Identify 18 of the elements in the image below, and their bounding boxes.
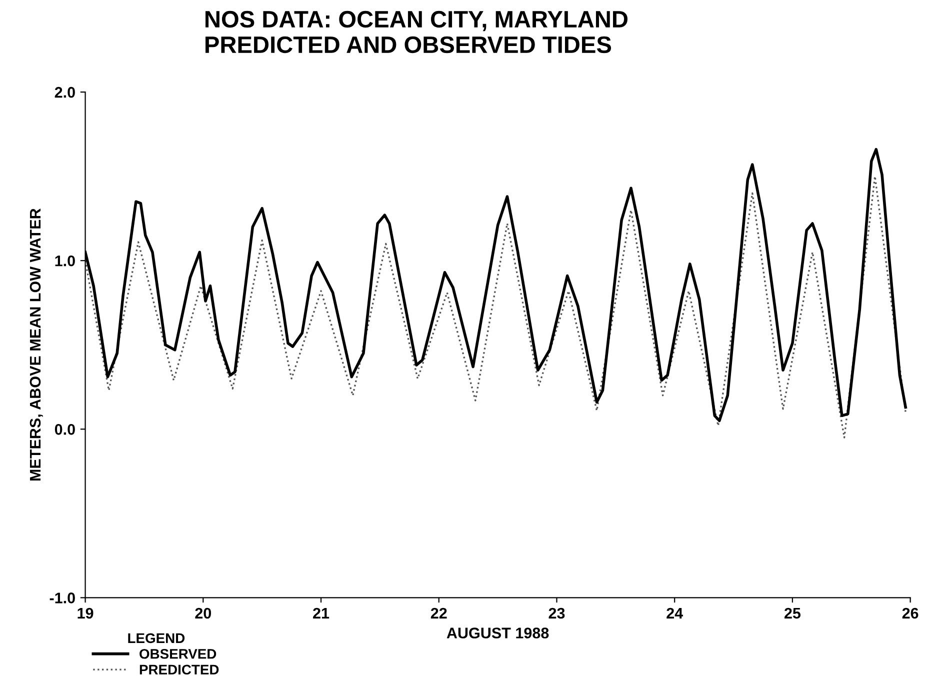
x-tick-label: 23 (548, 608, 565, 619)
y-tick-label: 0.0 (54, 424, 75, 435)
x-tick-label: 26 (902, 608, 918, 619)
legend-label: PREDICTED (140, 664, 219, 675)
x-tick-label: 22 (430, 608, 447, 618)
y-tick-label: -1.0 (50, 592, 75, 604)
chart-title: NOS DATA: OCEAN CITY, MARYLAND PREDICTED AND OBSERVED TIDES (206, 10, 628, 54)
x-tick-label: 24 (666, 608, 684, 618)
y-tick-label: 2.0 (54, 86, 75, 98)
x-axis-title: AUGUST 1988 (446, 628, 549, 638)
x-tick-label: 20 (195, 608, 212, 619)
y-axis-title: METERS, ABOVE MEAN LOW WATER (30, 208, 43, 481)
x-tick-label: 21 (313, 608, 330, 618)
y-tick-label: 1.0 (55, 255, 75, 266)
legend-label: OBSERVED (140, 648, 216, 659)
legend-title: LEGEND (128, 633, 185, 644)
x-tick-label: 19 (78, 608, 94, 619)
x-tick-label: 25 (784, 608, 801, 619)
